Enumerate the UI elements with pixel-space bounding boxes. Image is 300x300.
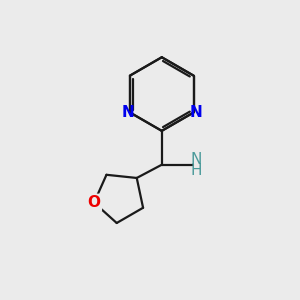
Text: N: N: [190, 152, 202, 167]
Text: N: N: [190, 105, 202, 120]
Text: O: O: [88, 195, 100, 210]
Text: N: N: [121, 105, 134, 120]
Text: H: H: [190, 163, 202, 178]
